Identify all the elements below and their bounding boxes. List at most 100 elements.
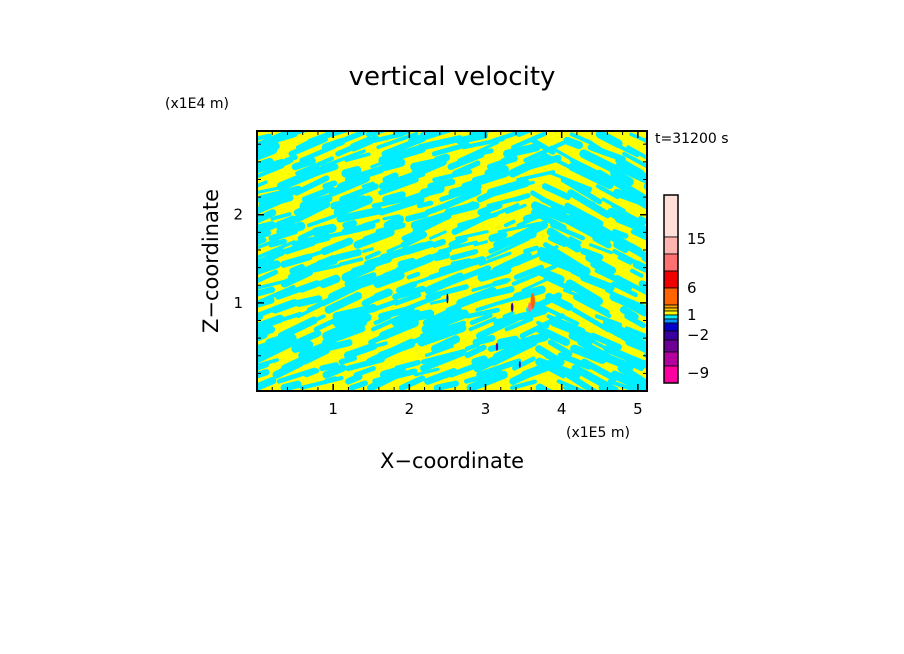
colorbar-segment xyxy=(663,194,679,238)
field-band xyxy=(502,311,515,318)
field-band xyxy=(431,142,470,157)
field-band xyxy=(447,151,485,170)
field-band xyxy=(411,273,440,286)
field-band xyxy=(535,383,554,391)
field-band xyxy=(257,240,296,260)
field-band xyxy=(504,316,534,332)
field-band xyxy=(341,262,376,282)
field-band xyxy=(513,264,544,280)
field-band xyxy=(405,211,429,222)
field-band xyxy=(571,364,619,391)
field-band xyxy=(510,379,537,390)
field-band xyxy=(257,185,303,204)
field-band xyxy=(417,135,464,151)
field-spot xyxy=(518,361,521,369)
field-band xyxy=(448,235,468,248)
field-band xyxy=(596,351,634,371)
field-band xyxy=(516,170,556,182)
field-band xyxy=(431,335,461,353)
field-band xyxy=(473,349,514,373)
field-band xyxy=(413,367,440,377)
field-band xyxy=(535,325,570,346)
field-band xyxy=(652,180,685,193)
field-band xyxy=(378,177,419,196)
field-band xyxy=(592,235,612,249)
field-band xyxy=(362,247,374,253)
field-band xyxy=(257,278,292,290)
field-band xyxy=(257,337,298,364)
field-band xyxy=(464,344,487,359)
field-band xyxy=(550,171,593,191)
field-band xyxy=(420,349,467,372)
y-unit-label: (x1E4 m) xyxy=(165,96,229,112)
field-band xyxy=(473,240,489,247)
field-band xyxy=(548,235,567,247)
field-band xyxy=(257,159,286,174)
chart-title: vertical velocity xyxy=(349,62,556,92)
field-band xyxy=(523,245,539,254)
colorbar-label: 1 xyxy=(687,306,697,324)
field-band xyxy=(442,188,482,209)
field-band xyxy=(580,273,615,292)
field-band xyxy=(378,196,425,216)
field-band xyxy=(368,321,414,345)
field-band xyxy=(289,264,305,274)
field-band xyxy=(617,364,647,390)
field-band xyxy=(587,144,626,162)
x-tick-label: 3 xyxy=(481,400,491,418)
colorbar-segment xyxy=(663,253,679,272)
field-band xyxy=(257,369,270,379)
field-band xyxy=(371,195,418,209)
field-band xyxy=(620,301,646,317)
field-band xyxy=(373,314,392,325)
field-band xyxy=(379,365,406,379)
field-band xyxy=(294,330,322,346)
field-band xyxy=(476,315,519,340)
field-band xyxy=(364,250,381,260)
field-band xyxy=(383,215,404,230)
field-spots xyxy=(446,293,535,369)
field-band xyxy=(488,238,517,254)
field-band xyxy=(288,136,328,157)
field-band xyxy=(394,254,435,275)
field-band xyxy=(588,228,607,241)
field-band xyxy=(613,241,629,254)
colorbar-segment xyxy=(663,236,679,255)
field-band xyxy=(525,292,563,314)
field-band xyxy=(401,228,425,242)
field-band xyxy=(257,200,258,203)
field-band xyxy=(322,313,372,340)
colorbar-labels: 15 6 1 −2 −9 xyxy=(687,230,709,382)
field-band xyxy=(333,195,373,217)
field-band xyxy=(291,157,316,171)
field-band xyxy=(590,332,622,351)
field-band xyxy=(370,162,382,169)
field-band xyxy=(476,358,522,378)
field-band xyxy=(291,340,314,353)
field-band xyxy=(568,162,614,189)
field-band xyxy=(560,177,603,205)
field-band xyxy=(275,280,320,300)
colorbar-segment xyxy=(663,270,679,289)
field-band xyxy=(257,228,271,240)
field-band xyxy=(456,286,497,308)
field-band xyxy=(257,361,270,371)
field-band xyxy=(486,237,530,260)
field-band xyxy=(257,296,275,308)
field-band xyxy=(630,384,647,391)
field-band xyxy=(575,184,592,193)
field-band xyxy=(516,212,546,228)
field-band xyxy=(283,239,316,255)
field-band xyxy=(322,364,347,379)
x-axis-label: X−coordinate xyxy=(380,449,524,473)
field-band xyxy=(270,212,292,221)
field-band xyxy=(342,220,358,229)
field-band xyxy=(562,386,577,391)
field-band xyxy=(391,309,422,327)
colorbar-label: −2 xyxy=(687,326,709,344)
field-band xyxy=(503,143,541,158)
field-spot xyxy=(446,293,449,304)
x-unit-label: (x1E5 m) xyxy=(566,425,630,441)
field-band xyxy=(611,229,629,239)
field-band xyxy=(257,146,278,161)
